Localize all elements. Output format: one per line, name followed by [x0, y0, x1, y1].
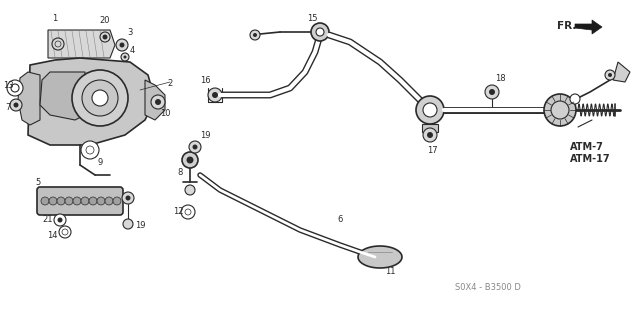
Text: 1: 1: [52, 13, 58, 22]
Circle shape: [52, 38, 64, 50]
Circle shape: [62, 229, 68, 235]
Circle shape: [89, 197, 97, 205]
Circle shape: [551, 101, 569, 119]
Circle shape: [100, 32, 110, 42]
Text: 10: 10: [160, 108, 170, 117]
FancyBboxPatch shape: [37, 187, 123, 215]
Circle shape: [121, 53, 129, 61]
Text: 5: 5: [35, 178, 40, 187]
Circle shape: [65, 197, 73, 205]
Polygon shape: [575, 20, 602, 34]
Circle shape: [122, 192, 134, 204]
Circle shape: [489, 89, 495, 95]
Circle shape: [212, 92, 218, 98]
Circle shape: [113, 197, 121, 205]
Circle shape: [124, 55, 127, 59]
Circle shape: [605, 70, 615, 80]
Circle shape: [58, 218, 63, 222]
Text: 16: 16: [200, 76, 211, 84]
Text: 3: 3: [127, 28, 132, 36]
Circle shape: [120, 43, 125, 47]
Circle shape: [427, 132, 433, 138]
Circle shape: [81, 197, 89, 205]
Circle shape: [59, 226, 71, 238]
Circle shape: [86, 146, 94, 154]
Text: 11: 11: [385, 268, 396, 276]
Polygon shape: [18, 72, 40, 125]
Circle shape: [102, 35, 108, 39]
Circle shape: [123, 219, 133, 229]
Text: 13: 13: [3, 81, 13, 90]
Circle shape: [54, 214, 66, 226]
Circle shape: [82, 80, 118, 116]
Text: 14: 14: [47, 230, 57, 239]
Polygon shape: [28, 58, 155, 145]
Circle shape: [570, 94, 580, 104]
Circle shape: [193, 145, 198, 149]
Circle shape: [11, 84, 19, 92]
Polygon shape: [613, 62, 630, 82]
Circle shape: [253, 33, 257, 37]
Circle shape: [92, 90, 108, 106]
Circle shape: [72, 70, 128, 126]
Circle shape: [81, 141, 99, 159]
Polygon shape: [145, 80, 165, 120]
Circle shape: [41, 197, 49, 205]
Circle shape: [7, 80, 23, 96]
Text: 7: 7: [5, 102, 11, 111]
Circle shape: [186, 156, 193, 164]
Circle shape: [13, 102, 19, 108]
Text: 21: 21: [43, 215, 53, 225]
Circle shape: [125, 196, 131, 201]
Text: 17: 17: [427, 146, 437, 155]
Polygon shape: [422, 124, 438, 132]
Text: 6: 6: [337, 215, 342, 225]
Circle shape: [49, 197, 57, 205]
Polygon shape: [40, 72, 85, 120]
Text: 20: 20: [100, 15, 110, 25]
Circle shape: [485, 85, 499, 99]
Text: 4: 4: [129, 45, 134, 54]
Circle shape: [57, 197, 65, 205]
Circle shape: [416, 96, 444, 124]
Text: 2: 2: [168, 78, 173, 87]
Circle shape: [151, 95, 165, 109]
Text: 9: 9: [97, 157, 102, 166]
Circle shape: [423, 103, 437, 117]
Circle shape: [608, 73, 612, 77]
Circle shape: [185, 209, 191, 215]
Circle shape: [250, 30, 260, 40]
Circle shape: [185, 185, 195, 195]
Circle shape: [544, 94, 576, 126]
Circle shape: [189, 141, 201, 153]
Text: 18: 18: [495, 74, 506, 83]
Circle shape: [116, 39, 128, 51]
Circle shape: [155, 99, 161, 105]
Text: ATM-7
ATM-17: ATM-7 ATM-17: [570, 142, 611, 164]
Polygon shape: [358, 246, 402, 268]
Circle shape: [208, 88, 222, 102]
Text: S0X4 - B3500 D: S0X4 - B3500 D: [455, 284, 521, 292]
Text: 8: 8: [177, 167, 182, 177]
Text: 15: 15: [307, 13, 317, 22]
Circle shape: [316, 28, 324, 36]
Circle shape: [55, 41, 61, 47]
Circle shape: [10, 99, 22, 111]
Circle shape: [105, 197, 113, 205]
Circle shape: [182, 152, 198, 168]
Circle shape: [97, 197, 105, 205]
Text: 19: 19: [200, 131, 211, 140]
Circle shape: [73, 197, 81, 205]
Circle shape: [181, 205, 195, 219]
Circle shape: [311, 23, 329, 41]
Polygon shape: [48, 30, 115, 58]
Text: FR.: FR.: [557, 21, 576, 31]
Text: 12: 12: [173, 207, 183, 217]
Circle shape: [423, 128, 437, 142]
Text: 19: 19: [135, 220, 145, 229]
